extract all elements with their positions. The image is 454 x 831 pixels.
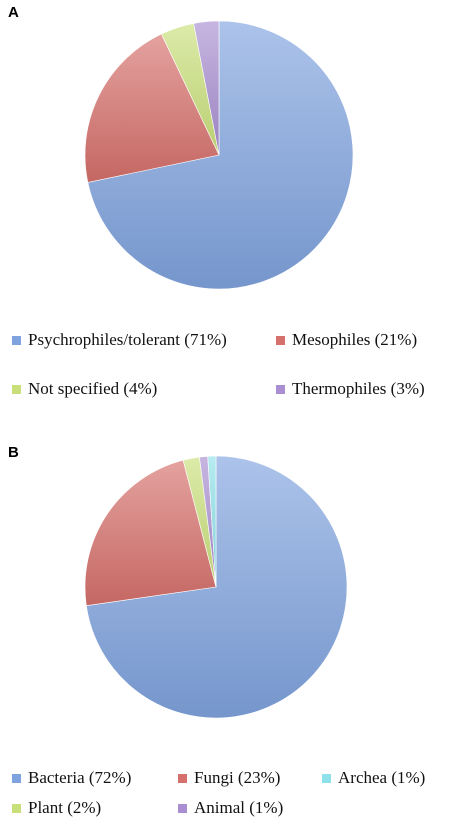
legend-label-fungi: Fungi (23%)	[194, 768, 281, 787]
legend-swatch-plant	[12, 803, 21, 813]
legend-swatch-mesophiles	[276, 335, 285, 345]
legend-item-bacteria: Bacteria (72%)	[12, 768, 131, 788]
pie-a-slice-3	[193, 20, 220, 156]
legend-label-bacteria: Bacteria (72%)	[28, 768, 132, 787]
pie-b-slice-4	[207, 455, 217, 588]
legend-swatch-bacteria	[12, 773, 21, 783]
pie-chart-a	[84, 20, 354, 290]
legend-label-psychrophiles: Psychrophiles/tolerant (71%)	[28, 330, 227, 349]
legend-swatch-animal	[178, 803, 187, 813]
legend-label-not-specified: Not specified (4%)	[28, 379, 158, 398]
legend-label-mesophiles: Mesophiles (21%)	[292, 330, 418, 349]
legend-swatch-thermophiles	[276, 384, 285, 394]
legend-label-animal: Animal (1%)	[194, 798, 284, 817]
legend-item-plant: Plant (2%)	[12, 798, 101, 818]
legend-item-animal: Animal (1%)	[178, 798, 283, 818]
legend-label-plant: Plant (2%)	[28, 798, 102, 817]
legend-swatch-fungi	[178, 773, 187, 783]
legend-item-not-specified: Not specified (4%)	[12, 379, 157, 399]
pie-b-slice-1	[84, 459, 217, 606]
legend-item-psychrophiles: Psychrophiles/tolerant (71%)	[12, 330, 227, 350]
pie-chart-b	[84, 455, 348, 719]
legend-swatch-archea	[322, 773, 331, 783]
pie-a-slice-0	[87, 20, 354, 290]
legend-label-thermophiles: Thermophiles (3%)	[292, 379, 425, 398]
panel-label-b: B	[8, 444, 19, 461]
legend-item-mesophiles: Mesophiles (21%)	[276, 330, 417, 350]
legend-item-thermophiles: Thermophiles (3%)	[276, 379, 425, 399]
legend-swatch-not-specified	[12, 384, 21, 394]
legend-item-archea: Archea (1%)	[322, 768, 425, 788]
pie-a-slice-1	[84, 33, 220, 183]
pie-b-slice-0	[85, 455, 348, 719]
legend-swatch-psychrophiles	[12, 335, 21, 345]
panel-label-a: A	[8, 4, 19, 21]
legend-item-fungi: Fungi (23%)	[178, 768, 280, 788]
legend-label-archea: Archea (1%)	[338, 768, 426, 787]
